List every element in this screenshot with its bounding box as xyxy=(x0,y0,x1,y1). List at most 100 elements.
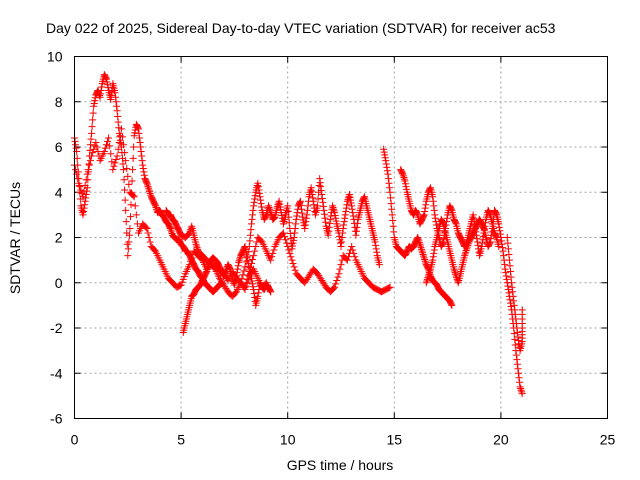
data-point xyxy=(496,227,504,235)
data-point xyxy=(266,205,274,213)
data-point xyxy=(513,329,521,337)
data-point xyxy=(82,176,90,184)
data-point xyxy=(399,172,407,180)
data-point xyxy=(254,179,262,187)
data-point xyxy=(96,92,104,100)
data-point xyxy=(293,209,301,217)
data-point xyxy=(339,224,347,232)
data-point xyxy=(269,215,277,223)
data-point xyxy=(145,186,153,194)
data-point xyxy=(269,249,277,257)
data-point xyxy=(77,186,85,194)
data-point xyxy=(303,206,311,214)
data-point xyxy=(448,301,456,309)
data-point xyxy=(348,202,356,210)
data-point xyxy=(284,202,292,210)
y-tick-label: 8 xyxy=(55,94,63,110)
data-point xyxy=(132,211,140,219)
data-point xyxy=(120,166,128,174)
data-point xyxy=(289,260,297,268)
series-track-f xyxy=(380,145,456,309)
data-point xyxy=(102,141,110,149)
data-point xyxy=(238,275,246,283)
data-point xyxy=(450,265,458,273)
data-point xyxy=(505,250,513,258)
data-point xyxy=(417,244,425,252)
data-point xyxy=(81,197,89,205)
data-point xyxy=(499,247,507,255)
data-point xyxy=(124,245,132,253)
data-point xyxy=(293,212,301,220)
data-point xyxy=(267,210,275,218)
data-point xyxy=(429,253,437,261)
data-point xyxy=(251,247,259,255)
data-point xyxy=(426,185,434,193)
data-point xyxy=(334,273,342,281)
data-point xyxy=(461,250,469,258)
data-point xyxy=(429,197,437,205)
data-point xyxy=(72,144,80,152)
data-point xyxy=(330,284,338,292)
data-point xyxy=(121,196,129,204)
x-tick-label: 15 xyxy=(387,432,403,448)
data-point xyxy=(270,214,278,222)
data-point xyxy=(417,245,425,253)
data-point xyxy=(146,189,154,197)
data-point xyxy=(167,226,175,234)
data-point xyxy=(281,232,289,240)
data-point xyxy=(487,231,495,239)
data-point xyxy=(136,134,144,142)
data-point xyxy=(267,288,275,296)
data-point xyxy=(140,168,148,176)
data-point xyxy=(503,234,511,241)
data-point xyxy=(337,261,345,269)
data-point xyxy=(504,286,512,294)
data-point xyxy=(399,170,407,178)
data-point xyxy=(464,241,472,249)
data-point xyxy=(423,277,431,285)
data-point xyxy=(145,234,153,241)
data-point xyxy=(333,276,341,284)
data-point xyxy=(348,243,356,251)
data-point xyxy=(349,246,357,254)
data-point xyxy=(290,263,298,271)
data-point xyxy=(85,161,93,169)
data-point xyxy=(254,289,262,297)
data-point xyxy=(247,220,255,228)
data-point xyxy=(292,215,300,223)
data-point xyxy=(508,283,516,291)
data-point xyxy=(268,253,276,261)
data-point xyxy=(122,206,130,214)
data-point xyxy=(245,267,253,275)
data-point xyxy=(134,125,142,133)
data-point xyxy=(287,253,295,261)
data-point xyxy=(234,262,242,270)
data-point xyxy=(113,107,121,115)
data-point xyxy=(79,211,87,219)
data-point xyxy=(514,369,522,377)
chart-title: Day 022 of 2025, Sidereal Day-to-day VTE… xyxy=(46,20,556,36)
data-point xyxy=(497,234,505,241)
data-point xyxy=(382,157,390,165)
data-point xyxy=(319,198,327,206)
data-point xyxy=(237,279,245,287)
data-point xyxy=(387,200,395,208)
data-point xyxy=(144,229,152,237)
data-point xyxy=(247,260,255,268)
data-point xyxy=(143,224,151,232)
data-point xyxy=(328,202,336,210)
data-point xyxy=(342,207,350,215)
data-point xyxy=(89,109,97,117)
data-point xyxy=(507,303,515,311)
data-point xyxy=(348,205,356,213)
data-point xyxy=(421,256,429,264)
data-point xyxy=(298,209,306,217)
data-point xyxy=(121,186,129,194)
data-point xyxy=(248,215,256,223)
data-point xyxy=(430,202,438,210)
data-point xyxy=(105,134,113,142)
data-point xyxy=(329,204,337,212)
data-point xyxy=(138,157,146,165)
data-point xyxy=(421,204,429,212)
data-point xyxy=(285,246,293,254)
